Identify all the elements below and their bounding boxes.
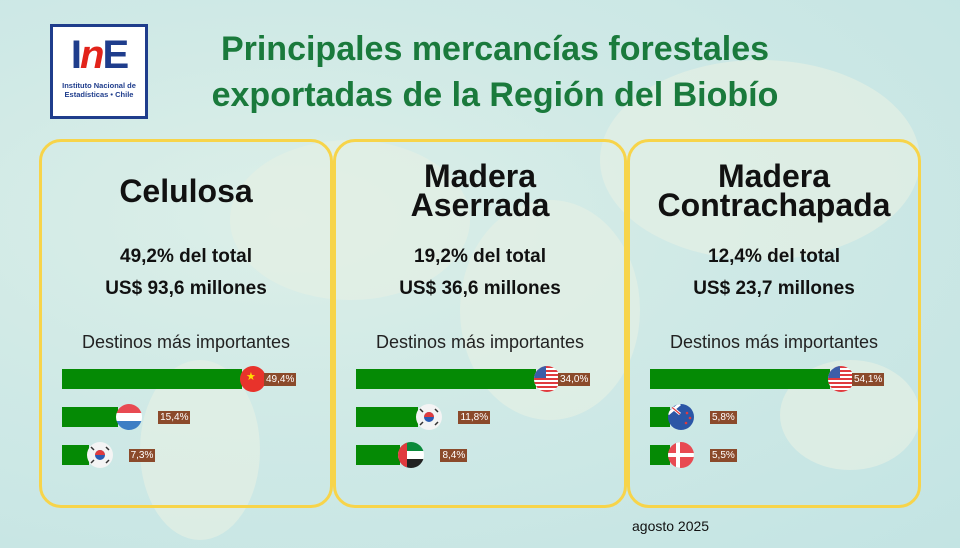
- date-label: agosto 2025: [632, 518, 710, 534]
- page-title: Principales mercancías forestales exporta…: [211, 30, 779, 114]
- destination-pct: 11,8%: [458, 411, 491, 424]
- share-total: 49,2% del total: [120, 246, 252, 267]
- product-name: Contrachapada: [657, 187, 891, 223]
- product-name: Madera: [717, 158, 831, 194]
- product-name: Aserrada: [410, 187, 550, 223]
- panel-madera-contrachapada: Madera Contrachapada 12,4% del total US$ 23…: [627, 139, 921, 508]
- svg-text:★: ★: [246, 371, 256, 383]
- destination-bar: [62, 407, 119, 427]
- destination-bar: [356, 445, 401, 465]
- destinations-heading: Destinos más importantes: [81, 332, 291, 352]
- destination-bar: [356, 407, 419, 427]
- panel-madera-aserrada: Madera Aserrada 19,2% del total US$ 36,6 mi…: [333, 139, 627, 508]
- destination-pct: 5,8%: [710, 411, 737, 424]
- destination-pct: 8,4%: [440, 449, 468, 462]
- flag-ae-icon: [398, 442, 425, 468]
- destination-bar: [62, 445, 89, 465]
- destination-bar: [650, 445, 670, 465]
- export-value: US$ 93,6 millones: [105, 278, 267, 299]
- destination-bar: [650, 369, 830, 389]
- panel-celulosa: Celulosa 49,2% del total US$ 93,6 millones…: [39, 139, 333, 508]
- destinations-heading: Destinos más importantes: [669, 332, 879, 352]
- flag-kr-icon: [416, 404, 443, 430]
- flag-nz-icon: [668, 404, 694, 430]
- destination-pct: 34,0%: [558, 373, 591, 386]
- destination-bar: [650, 407, 670, 427]
- flag-cn-icon: ★: [240, 366, 266, 392]
- share-total: 19,2% del total: [414, 246, 546, 267]
- export-value: US$ 36,6 millones: [399, 278, 561, 299]
- destination-pct: 54,1%: [852, 373, 885, 386]
- product-name: Celulosa: [119, 173, 253, 209]
- share-total: 12,4% del total: [708, 246, 840, 267]
- flag-kr-icon: [86, 442, 113, 468]
- flag-nl-icon: [116, 404, 143, 430]
- destinations-heading: Destinos más importantes: [375, 332, 585, 352]
- destination-pct: 5,5%: [710, 449, 737, 462]
- destination-pct: 7,3%: [128, 449, 156, 462]
- flag-us-icon: [828, 366, 854, 392]
- flag-us-icon: [534, 366, 560, 392]
- destination-pct: 49,4%: [264, 373, 297, 386]
- destination-bar: [356, 369, 536, 389]
- ine-logo: InE Instituto Nacional de Estadísticas • …: [50, 24, 148, 119]
- destination-pct: 15,4%: [158, 411, 191, 424]
- flag-dk-icon: [668, 442, 694, 468]
- export-value: US$ 23,7 millones: [693, 278, 855, 299]
- destination-bar: [62, 369, 242, 389]
- product-name: Madera: [423, 158, 537, 194]
